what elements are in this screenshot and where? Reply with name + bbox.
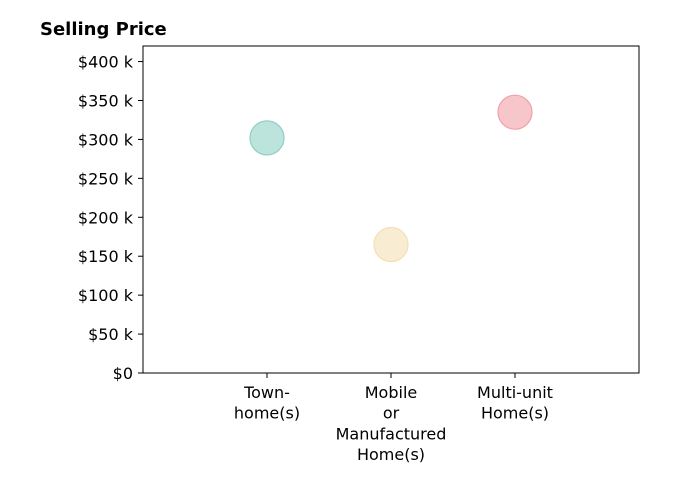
chart-title: Selling Price <box>40 19 167 40</box>
x-tick-label-line: or <box>383 404 400 423</box>
x-tick-label: Town-home(s) <box>234 383 300 423</box>
x-axis: Town-home(s)Mobile or Manufactured Home(s)M… <box>234 373 553 464</box>
scatter-point <box>373 226 409 263</box>
x-tick-label-line: Manufactured <box>336 424 447 443</box>
y-axis: $0 $50 k $100 k $150 k $200 k $250 k $300 k $35… <box>78 53 143 383</box>
y-tick-label: $350 k <box>78 92 134 111</box>
y-tick-label: $100 k <box>78 286 134 305</box>
y-tick-label: $200 k <box>78 208 134 227</box>
x-tick-label-line: Multi-unit <box>477 383 553 402</box>
y-tick-label: $250 k <box>78 169 134 188</box>
x-tick-label: Multi-unit Home(s) <box>477 383 553 423</box>
x-tick-label-line: Home(s) <box>481 404 549 423</box>
y-tick-label: $0 <box>113 364 133 383</box>
scatter-point <box>249 120 285 156</box>
y-tick-label: $50 k <box>88 325 134 344</box>
plot-area <box>142 45 640 374</box>
x-tick-label-line: home(s) <box>234 404 300 423</box>
y-tick-label: $400 k <box>78 53 134 72</box>
scatter-point <box>497 94 533 130</box>
x-tick-label-line: Home(s) <box>357 445 425 464</box>
y-tick-label: $150 k <box>78 247 134 266</box>
x-tick-label-line: Mobile <box>365 383 417 402</box>
y-tick-label: $300 k <box>78 130 134 149</box>
x-tick-label-line: Town- <box>243 383 290 402</box>
x-tick-label: Mobile or Manufactured Home(s) <box>336 383 447 464</box>
points-layer <box>249 94 533 263</box>
